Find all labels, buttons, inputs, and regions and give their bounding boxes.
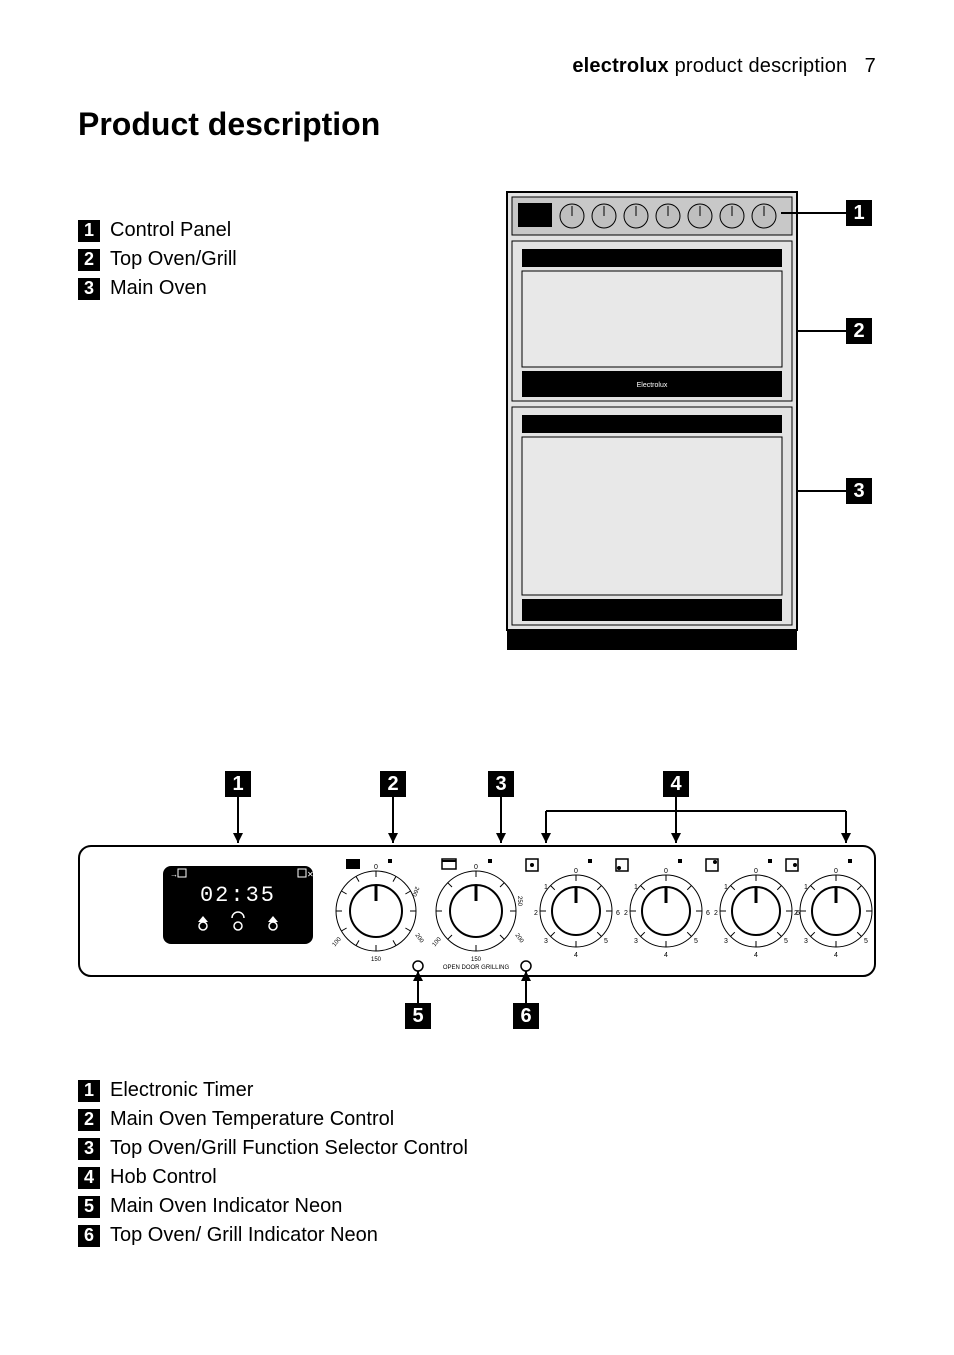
open-door-label: OPEN DOOR GRILLING — [443, 965, 510, 971]
legend-item: 4 Hob Control — [78, 1166, 876, 1189]
svg-text:1: 1 — [544, 884, 548, 891]
legend-label: Main Oven — [110, 277, 207, 300]
svg-text:2: 2 — [534, 910, 538, 917]
svg-text:4: 4 — [664, 952, 668, 959]
svg-text:6: 6 — [616, 910, 620, 917]
svg-text:6: 6 — [706, 910, 710, 917]
svg-text:1: 1 — [634, 884, 638, 891]
legend-number-box: 1 — [78, 1080, 100, 1102]
legend-label: Hob Control — [110, 1166, 217, 1189]
panel-legend: 1 Electronic Timer 2 Main Oven Temperatu… — [78, 1079, 876, 1247]
oven-diagram: Electrolux 1 2 3 — [506, 191, 876, 651]
svg-text:0: 0 — [374, 864, 378, 871]
legend-label: Top Oven/Grill Function Selector Control — [110, 1137, 468, 1160]
timer-display: 02:35 — [200, 883, 276, 908]
callout-number-box: 2 — [846, 318, 872, 344]
brand-name: electrolux — [572, 55, 668, 77]
header-section: product description — [675, 55, 848, 77]
legend-number-box: 3 — [78, 278, 100, 300]
legend-number-box: 1 — [78, 220, 100, 242]
svg-text:→: → — [170, 870, 178, 879]
callout-number-box: 2 — [380, 771, 406, 797]
svg-text:3: 3 — [724, 938, 728, 945]
svg-text:3: 3 — [634, 938, 638, 945]
legend-number-box: 5 — [78, 1196, 100, 1218]
svg-text:1: 1 — [724, 884, 728, 891]
page-header: electrolux product description 7 — [78, 55, 876, 78]
legend-label: Main Oven Indicator Neon — [110, 1195, 342, 1218]
svg-text:0: 0 — [834, 868, 838, 875]
svg-text:3: 3 — [804, 938, 808, 945]
svg-text:150: 150 — [371, 957, 382, 963]
svg-text:5: 5 — [604, 938, 608, 945]
legend-label: Top Oven/ Grill Indicator Neon — [110, 1224, 378, 1247]
legend-number-box: 6 — [78, 1225, 100, 1247]
legend-item: 6 Top Oven/ Grill Indicator Neon — [78, 1224, 876, 1247]
svg-text:5: 5 — [864, 938, 868, 945]
svg-text:✕: ✕ — [307, 870, 314, 879]
page-title: Product description — [78, 106, 876, 143]
svg-text:150: 150 — [471, 957, 482, 963]
svg-text:4: 4 — [834, 952, 838, 959]
legend-label: Top Oven/Grill — [110, 248, 237, 271]
control-panel-diagram: 1 2 3 4 — [78, 771, 876, 1031]
oven-brand-label: Electrolux — [637, 382, 668, 389]
legend-item: 3 Top Oven/Grill Function Selector Contr… — [78, 1137, 876, 1160]
svg-text:250: 250 — [516, 896, 522, 907]
callout-number-box: 4 — [663, 771, 689, 797]
svg-text:5: 5 — [784, 938, 788, 945]
legend-item: 2 Main Oven Temperature Control — [78, 1108, 876, 1131]
overview-legend: 1 Control Panel 2 Top Oven/Grill 3 Main … — [78, 191, 466, 306]
callout-number-box: 3 — [488, 771, 514, 797]
svg-text:2: 2 — [794, 910, 798, 917]
callout-number-box: 3 — [846, 478, 872, 504]
callout-number-box: 6 — [513, 1003, 539, 1029]
callout-number-box: 1 — [225, 771, 251, 797]
svg-text:5: 5 — [694, 938, 698, 945]
legend-item: 3 Main Oven — [78, 277, 466, 300]
svg-text:0: 0 — [474, 864, 478, 871]
svg-text:0: 0 — [754, 868, 758, 875]
legend-number-box: 2 — [78, 1109, 100, 1131]
svg-text:4: 4 — [574, 952, 578, 959]
page-number: 7 — [865, 55, 876, 77]
legend-item: 5 Main Oven Indicator Neon — [78, 1195, 876, 1218]
svg-text:0: 0 — [664, 868, 668, 875]
callout-number-box: 5 — [405, 1003, 431, 1029]
svg-text:3: 3 — [544, 938, 548, 945]
legend-label: Main Oven Temperature Control — [110, 1108, 394, 1131]
legend-label: Control Panel — [110, 219, 231, 242]
svg-text:0: 0 — [574, 868, 578, 875]
legend-item: 1 Electronic Timer — [78, 1079, 876, 1102]
callout-number-box: 1 — [846, 200, 872, 226]
legend-number-box: 3 — [78, 1138, 100, 1160]
svg-text:2: 2 — [624, 910, 628, 917]
legend-number-box: 2 — [78, 249, 100, 271]
svg-text:4: 4 — [754, 952, 758, 959]
legend-item: 2 Top Oven/Grill — [78, 248, 466, 271]
legend-label: Electronic Timer — [110, 1079, 253, 1102]
svg-text:2: 2 — [714, 910, 718, 917]
legend-item: 1 Control Panel — [78, 219, 466, 242]
svg-text:1: 1 — [804, 884, 808, 891]
legend-number-box: 4 — [78, 1167, 100, 1189]
